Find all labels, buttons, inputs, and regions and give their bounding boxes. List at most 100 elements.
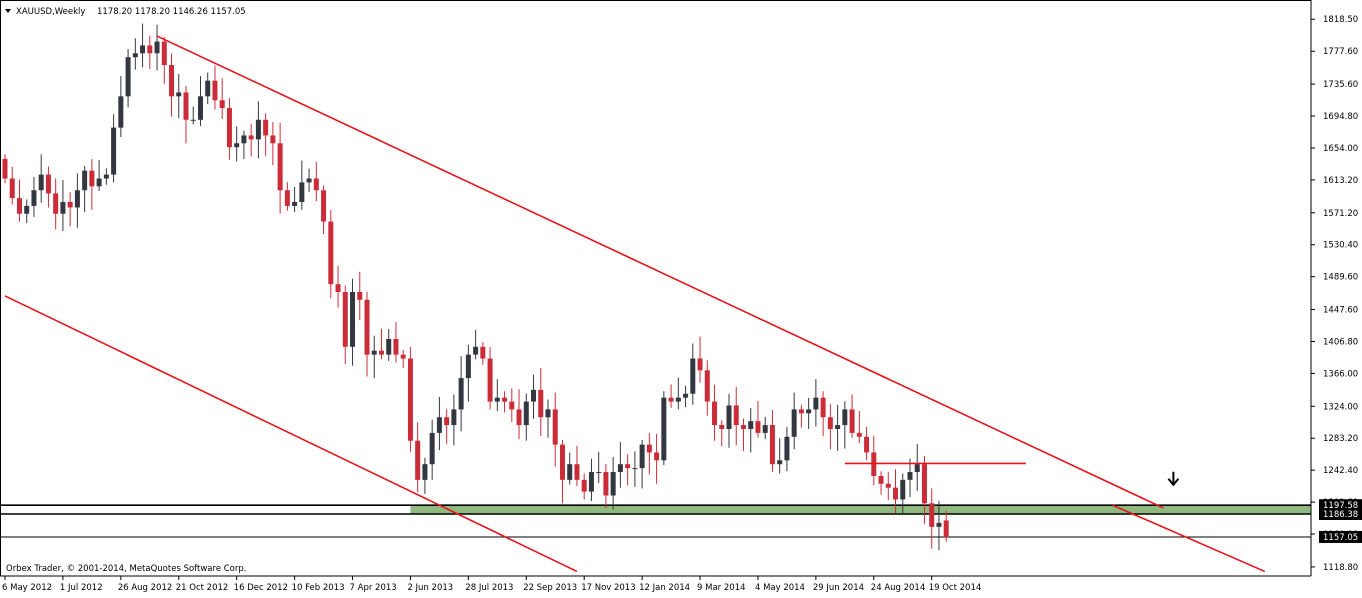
candle[interactable] [712, 384, 718, 441]
candle[interactable] [755, 400, 761, 438]
candle[interactable] [473, 330, 479, 360]
candle[interactable] [183, 85, 189, 144]
candle[interactable] [697, 336, 703, 383]
candle[interactable] [436, 397, 442, 451]
candle[interactable] [292, 186, 298, 213]
candle[interactable] [74, 173, 80, 228]
candle[interactable] [690, 343, 696, 405]
candle[interactable] [2, 154, 8, 184]
candle[interactable] [132, 38, 138, 70]
candle[interactable] [559, 439, 565, 504]
candle[interactable] [538, 367, 544, 437]
candle[interactable] [545, 399, 551, 438]
candle[interactable] [625, 454, 631, 486]
candle[interactable] [480, 342, 486, 365]
candle[interactable] [784, 426, 790, 472]
candle[interactable] [219, 78, 225, 120]
candle[interactable] [465, 344, 471, 402]
candle[interactable] [400, 349, 406, 368]
candle[interactable] [176, 73, 182, 119]
candle[interactable] [161, 36, 167, 84]
candle[interactable] [154, 24, 160, 71]
candle[interactable] [907, 458, 913, 498]
candle[interactable] [806, 397, 812, 429]
candle[interactable] [190, 106, 196, 125]
candle[interactable] [31, 176, 37, 217]
candle[interactable] [197, 76, 203, 127]
candle[interactable] [306, 168, 312, 192]
candle[interactable] [16, 179, 22, 222]
candle[interactable] [125, 49, 131, 108]
candle[interactable] [639, 439, 645, 489]
candle[interactable] [610, 456, 616, 510]
candle[interactable] [813, 379, 819, 427]
candle[interactable] [929, 488, 935, 549]
candle[interactable] [422, 457, 428, 494]
candle[interactable] [342, 285, 348, 365]
chart-menu-triangle-icon[interactable] [5, 9, 11, 13]
candle[interactable] [364, 291, 370, 377]
candle[interactable] [719, 420, 725, 447]
candle[interactable] [67, 192, 73, 227]
candle[interactable] [509, 388, 515, 422]
candle[interactable] [89, 159, 95, 210]
candle[interactable] [523, 393, 529, 441]
candle[interactable] [849, 394, 855, 438]
candle[interactable] [277, 123, 283, 214]
candle[interactable] [574, 445, 580, 487]
candle[interactable] [936, 500, 942, 551]
candle[interactable] [900, 473, 906, 516]
candle[interactable] [393, 322, 399, 363]
candle[interactable] [914, 444, 920, 491]
candle[interactable] [632, 451, 638, 487]
candle[interactable] [856, 410, 862, 444]
candle[interactable] [762, 416, 768, 440]
candle[interactable] [357, 271, 363, 321]
candle[interactable] [451, 394, 457, 446]
candle[interactable] [588, 458, 594, 501]
trendline[interactable] [156, 35, 1164, 509]
candle[interactable] [596, 451, 602, 483]
candle[interactable] [321, 185, 327, 235]
candle[interactable] [494, 379, 500, 411]
candle[interactable] [748, 407, 754, 453]
candle[interactable] [733, 387, 739, 446]
candle[interactable] [864, 426, 870, 461]
candle[interactable] [646, 433, 652, 475]
candle[interactable] [284, 182, 290, 211]
candle[interactable] [328, 209, 334, 299]
candle[interactable] [103, 168, 109, 185]
candle[interactable] [111, 114, 117, 183]
candle[interactable] [603, 463, 609, 509]
candle[interactable] [943, 510, 949, 542]
candle[interactable] [205, 72, 211, 105]
candle[interactable] [885, 472, 891, 501]
candle[interactable] [169, 53, 175, 117]
candle[interactable] [313, 161, 319, 202]
candle[interactable] [516, 389, 522, 440]
candle[interactable] [878, 471, 884, 495]
candle[interactable] [487, 346, 493, 410]
candle[interactable] [617, 442, 623, 488]
candle[interactable] [241, 130, 247, 159]
candle[interactable] [429, 419, 435, 480]
candle[interactable] [248, 123, 254, 157]
candle[interactable] [9, 166, 15, 205]
candle[interactable] [842, 401, 848, 449]
candle[interactable] [769, 410, 775, 473]
candle[interactable] [683, 385, 689, 408]
candle[interactable] [704, 360, 710, 416]
trendline[interactable] [1112, 504, 1266, 573]
candle[interactable] [835, 404, 841, 451]
candle[interactable] [820, 391, 826, 437]
candle[interactable] [45, 166, 51, 208]
candle[interactable] [777, 438, 783, 474]
candle[interactable] [668, 384, 674, 408]
candle[interactable] [415, 422, 421, 493]
candle[interactable] [226, 98, 232, 160]
candle[interactable] [140, 23, 146, 68]
trendline[interactable] [4, 295, 578, 573]
candle[interactable] [270, 122, 276, 166]
candle[interactable] [531, 374, 537, 419]
